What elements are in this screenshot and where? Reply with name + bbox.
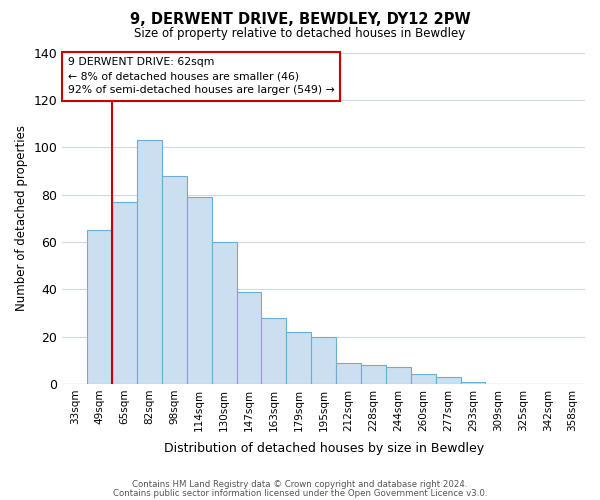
Bar: [286, 332, 311, 384]
Bar: [361, 365, 386, 384]
Bar: [87, 230, 112, 384]
Bar: [386, 368, 411, 384]
Bar: [236, 292, 262, 384]
X-axis label: Distribution of detached houses by size in Bewdley: Distribution of detached houses by size …: [164, 442, 484, 455]
Bar: [336, 362, 361, 384]
Bar: [262, 318, 286, 384]
Text: Contains HM Land Registry data © Crown copyright and database right 2024.: Contains HM Land Registry data © Crown c…: [132, 480, 468, 489]
Bar: [311, 336, 336, 384]
Bar: [112, 202, 137, 384]
Bar: [162, 176, 187, 384]
Bar: [137, 140, 162, 384]
Bar: [461, 382, 485, 384]
Bar: [212, 242, 236, 384]
Text: 9, DERWENT DRIVE, BEWDLEY, DY12 2PW: 9, DERWENT DRIVE, BEWDLEY, DY12 2PW: [130, 12, 470, 28]
Bar: [187, 197, 212, 384]
Text: Contains public sector information licensed under the Open Government Licence v3: Contains public sector information licen…: [113, 488, 487, 498]
Y-axis label: Number of detached properties: Number of detached properties: [15, 125, 28, 311]
Text: Size of property relative to detached houses in Bewdley: Size of property relative to detached ho…: [134, 28, 466, 40]
Bar: [411, 374, 436, 384]
Bar: [436, 377, 461, 384]
Text: 9 DERWENT DRIVE: 62sqm
← 8% of detached houses are smaller (46)
92% of semi-deta: 9 DERWENT DRIVE: 62sqm ← 8% of detached …: [68, 58, 334, 96]
